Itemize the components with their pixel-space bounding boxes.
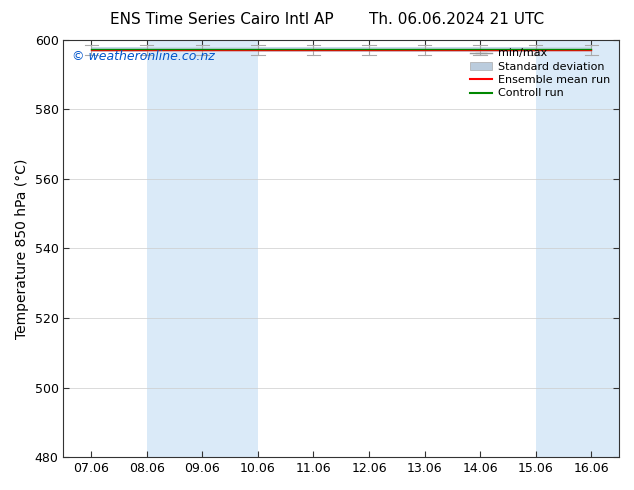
Y-axis label: Temperature 850 hPa (°C): Temperature 850 hPa (°C) — [15, 158, 29, 339]
Legend: min/max, Standard deviation, Ensemble mean run, Controll run: min/max, Standard deviation, Ensemble me… — [467, 45, 614, 102]
Text: © weatheronline.co.nz: © weatheronline.co.nz — [72, 50, 214, 63]
Bar — [536, 40, 619, 457]
Text: ENS Time Series Cairo Intl AP: ENS Time Series Cairo Intl AP — [110, 12, 333, 27]
Bar — [146, 40, 258, 457]
Text: Th. 06.06.2024 21 UTC: Th. 06.06.2024 21 UTC — [369, 12, 544, 27]
